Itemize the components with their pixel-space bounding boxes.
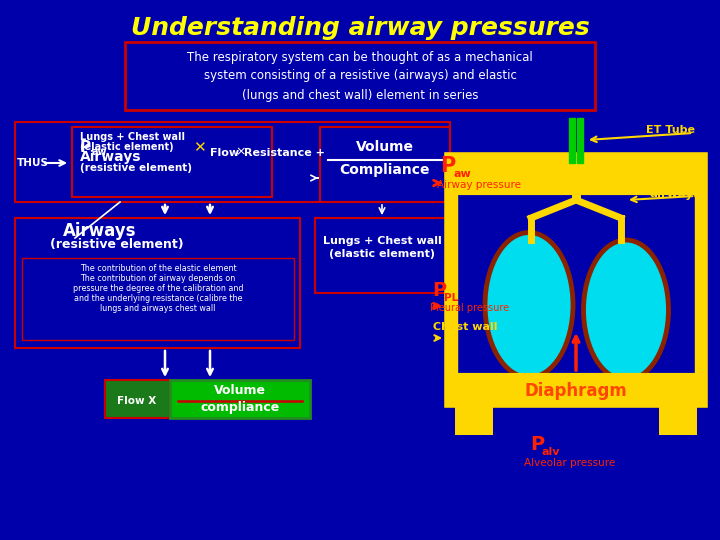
Bar [22, 258, 294, 340]
Text: ET Tube: ET Tube [646, 125, 695, 135]
Text: ×: × [235, 145, 246, 158]
Text: pressure the degree of the calibration and: pressure the degree of the calibration a… [73, 284, 243, 293]
Text: P: P [432, 281, 446, 300]
Bar [315, 218, 450, 293]
Text: Flow X: Flow X [117, 396, 157, 406]
Text: Alveolar pressure: Alveolar pressure [524, 458, 616, 468]
Text: Chest wall: Chest wall [433, 322, 498, 332]
Ellipse shape [583, 240, 668, 380]
Text: Volume: Volume [356, 140, 414, 154]
Text: The contribution of airway depends on: The contribution of airway depends on [81, 274, 235, 283]
Ellipse shape [485, 233, 573, 377]
Text: alv: alv [542, 447, 560, 457]
Text: P: P [80, 140, 91, 155]
Text: Airways: Airways [63, 222, 137, 240]
Text: ✕: ✕ [193, 140, 206, 155]
Bar [15, 218, 300, 348]
Text: (resistive element): (resistive element) [80, 163, 192, 173]
Text: Volume: Volume [214, 384, 266, 397]
Bar [659, 405, 697, 435]
Text: Lungs + Chest wall: Lungs + Chest wall [323, 236, 441, 246]
Text: Compliance: Compliance [340, 163, 431, 177]
Text: (elastic element): (elastic element) [329, 249, 435, 259]
Bar [72, 127, 272, 197]
Bar [569, 163, 575, 185]
Bar [457, 165, 695, 395]
Text: P: P [440, 156, 455, 176]
Text: The respiratory system can be thought of as a mechanical
system consisting of a : The respiratory system can be thought of… [187, 51, 533, 102]
Text: Understanding airway pressures: Understanding airway pressures [130, 16, 590, 40]
Text: and the underlying resistance (calibre the: and the underlying resistance (calibre t… [73, 294, 242, 303]
Bar [577, 163, 583, 185]
Text: Pleural pressure: Pleural pressure [430, 303, 509, 313]
Bar [447, 375, 705, 405]
Text: Lungs + Chest wall: Lungs + Chest wall [80, 132, 185, 142]
Bar [320, 127, 450, 202]
Bar [105, 380, 170, 418]
Text: P: P [530, 435, 544, 454]
Text: Flow: Flow [210, 148, 239, 158]
Text: lungs and airways chest wall: lungs and airways chest wall [100, 304, 216, 313]
Bar [170, 380, 310, 418]
Text: THUS: THUS [17, 158, 49, 168]
Text: Resistance +: Resistance + [244, 148, 325, 158]
Bar [577, 118, 583, 163]
Bar [125, 42, 595, 110]
Bar [455, 405, 493, 435]
Text: Airways: Airways [80, 150, 142, 164]
Text: airways: airways [649, 186, 700, 199]
Bar [15, 122, 450, 202]
Text: (resistive element): (resistive element) [50, 238, 184, 251]
Text: Diaphragm: Diaphragm [525, 382, 627, 400]
Text: aw: aw [92, 147, 107, 157]
Bar [447, 155, 705, 193]
Text: PL: PL [444, 293, 458, 303]
Bar [569, 118, 575, 163]
Text: compliance: compliance [200, 401, 279, 414]
Bar [447, 155, 705, 405]
Text: The contribution of the elastic element: The contribution of the elastic element [80, 264, 236, 273]
Text: (elastic element): (elastic element) [80, 142, 174, 152]
Text: Airway pressure: Airway pressure [437, 180, 521, 190]
Text: aw: aw [453, 169, 471, 179]
